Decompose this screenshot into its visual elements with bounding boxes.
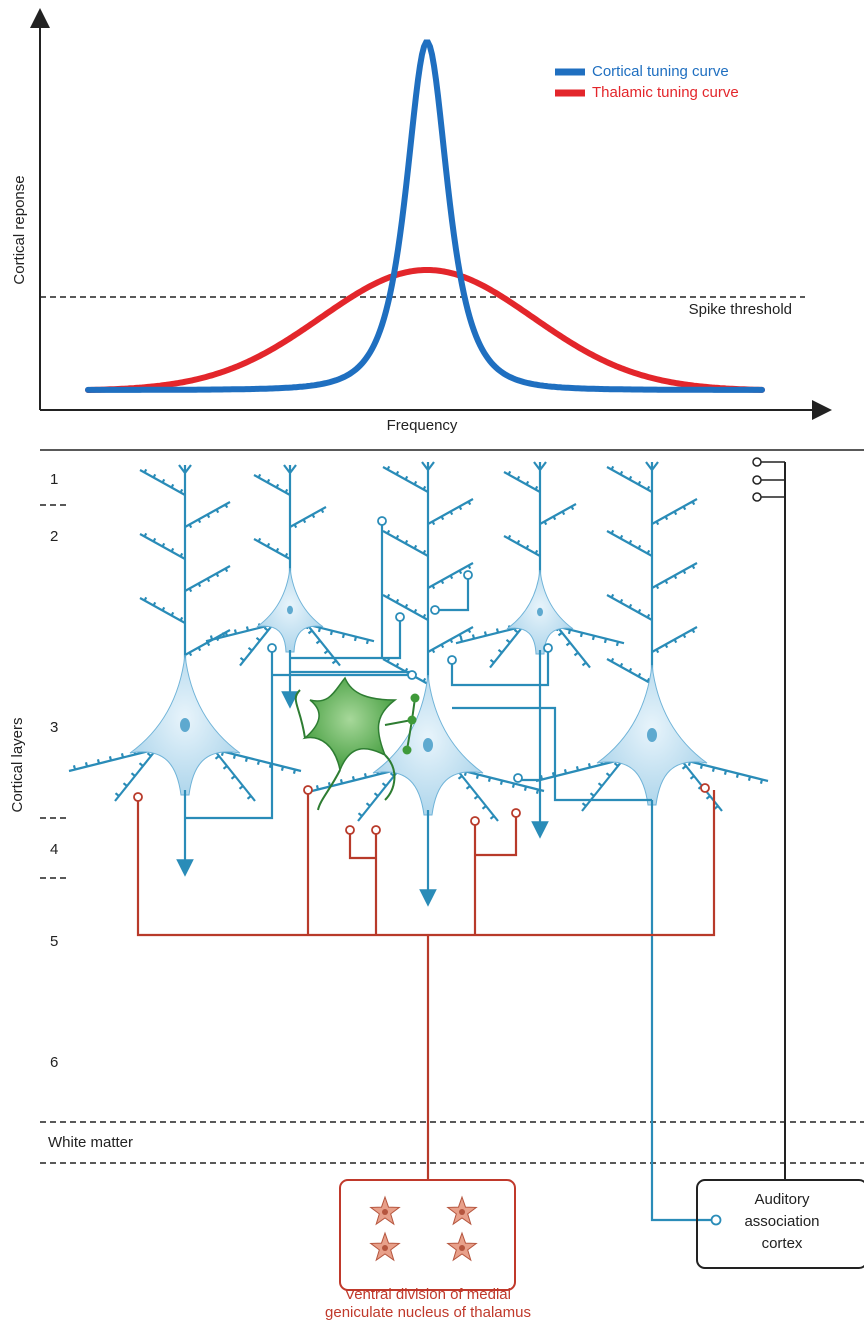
interneuron-bouton — [410, 693, 420, 703]
dendrite — [139, 468, 186, 496]
threshold-label: Spike threshold — [689, 301, 792, 318]
legend-label: Thalamic tuning curve — [592, 84, 739, 101]
y-axis-label: Cortical reponse — [11, 175, 28, 284]
interneuron-process — [294, 689, 416, 811]
thalamus — [339, 1179, 516, 1291]
association-label: association — [744, 1213, 819, 1230]
synapse — [513, 773, 523, 783]
nucleus — [287, 605, 293, 615]
nucleus — [537, 607, 543, 617]
thalamic-nucleus — [459, 1209, 465, 1215]
cortical-curve — [85, 39, 765, 393]
interneuron — [302, 676, 398, 773]
synapse — [710, 1214, 722, 1226]
dendrite — [184, 565, 231, 593]
thalamic-axon — [136, 790, 716, 937]
synapse — [407, 670, 417, 680]
dendrite — [139, 532, 186, 560]
layer-label: 1 — [50, 471, 58, 488]
synapse — [395, 612, 405, 622]
layer-label: 3 — [50, 719, 58, 736]
dendrite — [307, 624, 341, 667]
thalamic-curve — [85, 267, 765, 393]
layer-label: 6 — [50, 1054, 58, 1071]
dendrite — [581, 760, 623, 812]
dendrite — [253, 473, 291, 496]
dendrite — [139, 596, 186, 624]
dendrite — [184, 501, 231, 529]
dendrite — [651, 498, 698, 526]
synapse — [345, 825, 355, 835]
synapse — [700, 783, 710, 793]
dendrite — [651, 562, 698, 590]
neurons — [68, 461, 769, 1262]
association-box — [696, 457, 864, 1269]
layer-label: 5 — [50, 933, 58, 950]
axon — [450, 650, 550, 687]
synapse — [371, 825, 381, 835]
dendrite — [651, 626, 698, 654]
dendrite — [489, 626, 523, 669]
thalamus-label: geniculate nucleus of thalamus — [325, 1304, 531, 1321]
x-axis-label: Frequency — [387, 417, 458, 434]
axon — [435, 578, 470, 612]
dendrite — [606, 529, 653, 557]
dendrite — [239, 624, 273, 667]
dendrite — [606, 465, 653, 493]
synapse — [430, 605, 440, 615]
nucleus — [423, 738, 433, 752]
axon — [290, 620, 402, 660]
synapse — [470, 816, 480, 826]
synapse — [303, 785, 313, 795]
dendrite — [539, 503, 577, 526]
thalamic-axon — [475, 815, 518, 857]
dendrite — [382, 465, 429, 493]
nucleus — [180, 718, 190, 732]
tuning-plot: Cortical reponse Frequency Spike thresho… — [11, 8, 832, 434]
thalamus-label: Ventral division of medial — [345, 1286, 511, 1303]
dendrite — [382, 529, 429, 557]
dendrite — [214, 750, 256, 802]
dendrite — [457, 770, 499, 822]
synapse — [447, 655, 457, 665]
dendrite — [503, 534, 541, 557]
association-label: cortex — [762, 1235, 803, 1252]
dendrite — [606, 593, 653, 621]
layer-label: 2 — [50, 528, 58, 545]
synapse — [267, 643, 277, 653]
dendrite — [253, 537, 291, 560]
synapse — [543, 643, 553, 653]
nucleus — [647, 728, 657, 742]
dendrite — [289, 506, 327, 529]
association-label: Auditory — [754, 1191, 810, 1208]
thalamic-nucleus — [459, 1245, 465, 1251]
axon — [452, 706, 652, 802]
dendrite — [427, 626, 474, 654]
thalamic-nucleus — [382, 1245, 388, 1251]
dendrite — [382, 593, 429, 621]
synapse — [133, 792, 143, 802]
dendrite — [557, 626, 591, 669]
synapse — [463, 570, 473, 580]
dendrite — [114, 750, 156, 802]
thalamic-nucleus — [382, 1209, 388, 1215]
layer-label: 4 — [50, 841, 58, 858]
dendrite — [503, 470, 541, 493]
synapse — [511, 808, 521, 818]
layer-markers — [40, 504, 864, 1164]
axon — [185, 650, 274, 820]
interneuron-bouton — [402, 745, 412, 755]
legend-label: Cortical tuning curve — [592, 63, 729, 80]
interneuron-bouton — [407, 715, 417, 725]
layers-title: Cortical layers — [9, 717, 26, 812]
dendrite — [606, 657, 653, 685]
thalamic-axon — [348, 832, 376, 860]
white-matter-label: White matter — [48, 1134, 133, 1151]
dendrite — [427, 498, 474, 526]
synapse — [377, 516, 387, 526]
axon — [650, 800, 712, 1222]
dendrite — [427, 562, 474, 590]
